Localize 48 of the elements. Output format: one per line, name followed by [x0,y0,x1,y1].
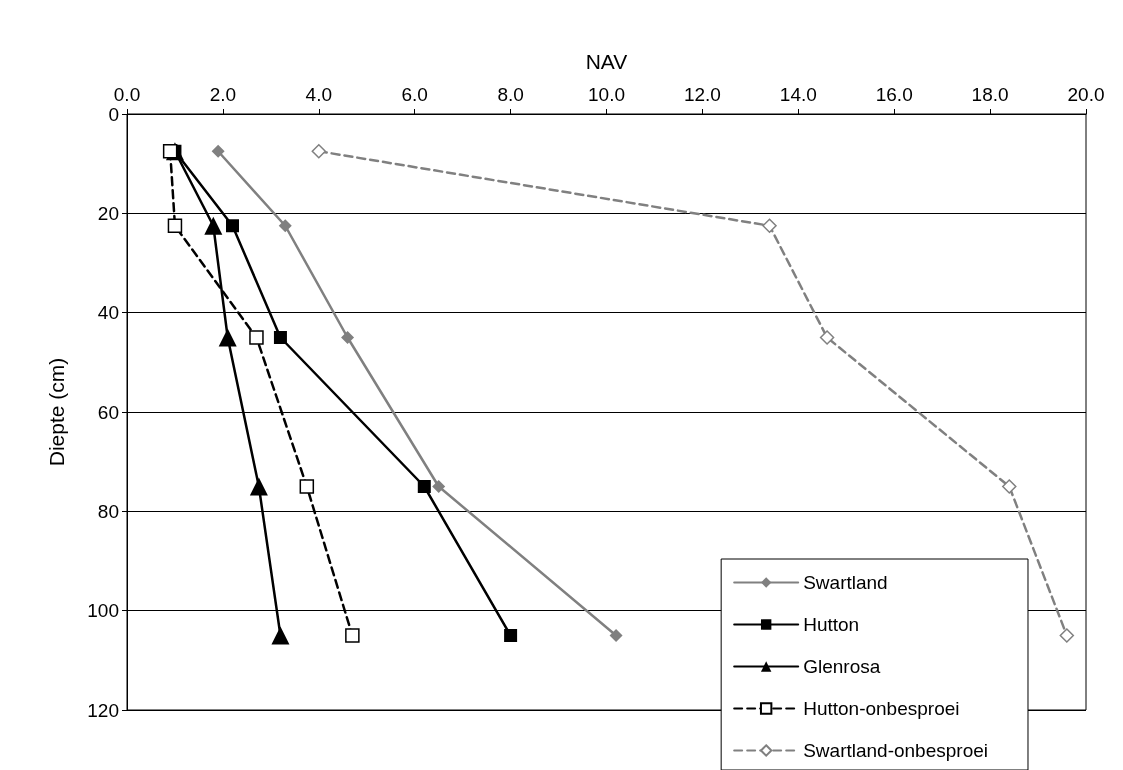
point [218,328,237,347]
point [249,477,268,496]
y-tick-label: 120 [87,699,119,721]
x-tick-label: 14.0 [779,84,817,105]
x-tick-label: 4.0 [305,84,333,105]
x-tick-label: 8.0 [497,84,524,105]
point [504,629,518,642]
x-tick-label: 18.0 [971,84,1009,105]
y-tick-label: 80 [97,500,119,522]
x-tick-label: 0.0 [113,84,141,105]
point [299,479,315,494]
legend-label: Hutton-onbesproei [803,698,960,719]
point [273,331,287,344]
point [167,218,183,233]
point [762,218,777,233]
point [432,480,446,493]
point [249,330,264,345]
x-axis-title: NAV [585,50,628,73]
legend-label: Swartland [803,572,888,593]
point [417,480,431,493]
point [211,144,225,158]
legend-label: Swartland-onbesproei [803,740,989,761]
x-tick-label: 20.0 [1067,84,1105,105]
y-tick-label: 100 [87,600,119,622]
y-tick-label: 60 [97,401,119,423]
x-tick-label: 12.0 [683,84,721,105]
y-tick-label: 20 [97,202,119,224]
point [311,144,327,159]
point [609,629,623,642]
point [225,219,239,233]
point [1002,479,1017,494]
y-axis-title: Diepte (cm) [45,357,68,467]
x-tick-label: 2.0 [209,84,237,105]
point [271,626,290,645]
point [341,331,355,344]
legend-label: Hutton [803,614,860,635]
point [819,330,835,345]
point [162,144,178,159]
point [1059,628,1075,643]
y-tick-label: 0 [108,103,119,125]
point [204,216,223,235]
legend-label: Glenrosa [803,656,881,677]
x-tick-label: 6.0 [401,84,428,105]
x-tick-label: 16.0 [875,84,913,105]
point [278,219,292,233]
y-tick-label: 40 [97,302,119,324]
point [345,628,360,643]
x-tick-label: 10.0 [588,84,625,105]
